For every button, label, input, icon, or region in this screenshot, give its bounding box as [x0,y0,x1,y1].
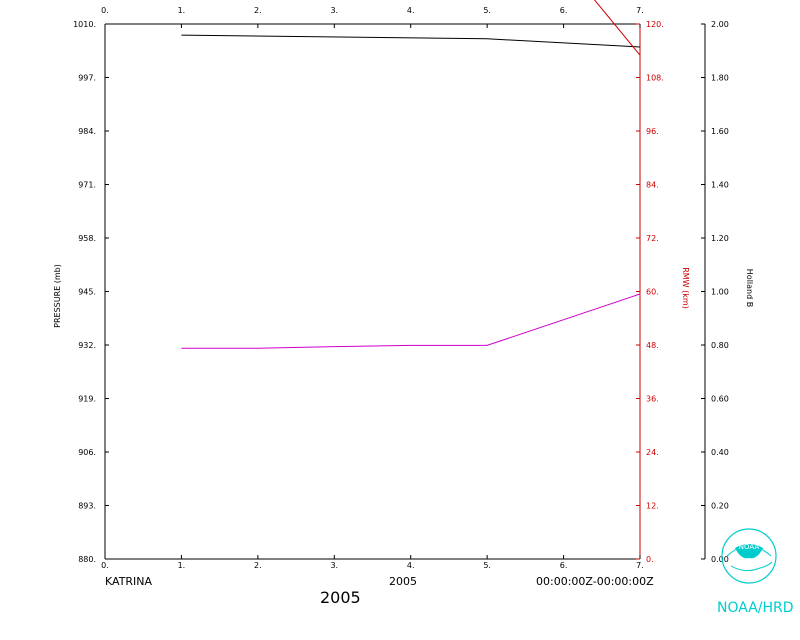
left-axis-tick-label: 945. [78,288,96,297]
series-line-rmw [593,0,640,56]
x-bottom-tick-label: 6. [560,561,568,570]
x-top-tick-label: 5. [483,6,491,15]
right-inner-axis-tick-label: 24. [646,448,659,457]
plot-frame [104,23,706,560]
x-bottom-tick-label: 1. [178,561,186,570]
right-inner-axis-tick-label: 12. [646,502,659,511]
x-bottom-tick-label: 3. [330,561,338,570]
right-outer-axis-label: Holland B [745,269,754,307]
left-axis-tick-label: 997. [78,74,96,83]
series-line-wind [181,293,640,349]
right-outer-axis-tick-label: 1.20 [711,234,729,243]
left-axis-tick-label: 919. [78,395,96,404]
big-year: 2005 [320,588,361,607]
x-top-tick-label: 1. [178,6,186,15]
right-inner-axis-tick-label: 60. [646,288,659,297]
x-bottom-tick-label: 5. [483,561,491,570]
storm-year: 2005 [389,575,417,588]
left-axis-tick-label: 932. [78,341,96,350]
x-top-tick-label: 4. [407,6,415,15]
x-bottom-tick-label: 4. [407,561,415,570]
x-bottom-tick-label: 0. [101,561,109,570]
x-top-tick-label: 2. [254,6,262,15]
left-axis-tick-label: 906. [78,448,96,457]
left-axis-tick-label: 1010. [73,20,96,29]
left-axis-tick-label: 971. [78,181,96,190]
series-line-pressure [181,34,640,48]
right-inner-axis-label: RMW (km) [681,267,690,309]
credit-text: NOAA/HRD [717,600,794,616]
storm-name: KATRINA [105,575,153,588]
left-axis-tick-label: 893. [78,502,96,511]
right-outer-axis-tick-label: 1.40 [711,181,729,190]
right-outer-axis-tick-label: 0.80 [711,341,729,350]
left-axis-label: PRESSURE (mb) [53,264,62,328]
x-top-tick-label: 7. [636,6,644,15]
right-inner-axis-tick-label: 84. [646,181,659,190]
x-bottom-tick-label: 7. [636,561,644,570]
right-outer-axis-tick-label: 2.00 [711,20,729,29]
right-inner-axis-tick-label: 120. [646,20,664,29]
right-outer-axis-tick-label: 0.20 [711,502,729,511]
x-top-tick-label: 3. [330,6,338,15]
tick-layer: 0. 0. 1. 1. 2. 2. 3. 3. 4. 4. 5. 5. 6. 6. 7. 7. 880. 893.… [73,6,729,570]
right-inner-axis-tick-label: 48. [646,341,659,350]
time-range: 00:00:00Z-00:00:00Z [536,575,654,588]
right-inner-axis-tick-label: 72. [646,234,659,243]
noaa-logo: NOAA [721,528,777,584]
right-inner-axis-tick-label: 0. [646,555,654,564]
right-outer-axis-tick-label: 1.80 [711,74,729,83]
left-axis-tick-label: 984. [78,127,96,136]
left-axis-tick-label: 880. [78,555,96,564]
right-outer-axis-tick-label: 0.00 [711,555,729,564]
right-outer-axis-tick-label: 1.00 [711,288,729,297]
right-outer-axis-tick-label: 1.60 [711,127,729,136]
x-bottom-tick-label: 2. [254,561,262,570]
logo-text: NOAA [739,543,760,551]
right-inner-axis-tick-label: 96. [646,127,659,136]
series-layer [181,0,640,349]
right-outer-axis-tick-label: 0.40 [711,448,729,457]
x-top-tick-label: 6. [560,6,568,15]
right-inner-axis-tick-label: 36. [646,395,659,404]
right-inner-axis-tick-label: 108. [646,74,664,83]
left-axis-tick-label: 958. [78,234,96,243]
right-outer-axis-tick-label: 0.60 [711,395,729,404]
x-top-tick-label: 0. [101,6,109,15]
